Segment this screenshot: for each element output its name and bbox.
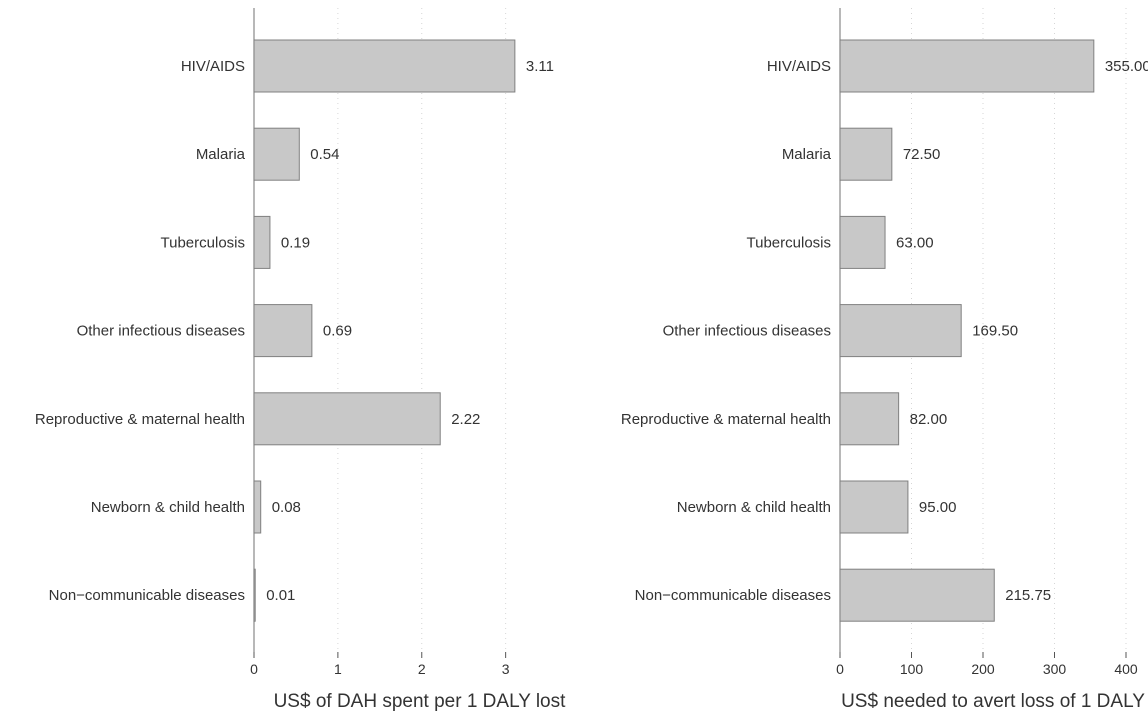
- right-data-label-6: 215.75: [1005, 587, 1051, 604]
- left-category-label-6: Non−communicable diseases: [49, 587, 245, 604]
- left-bar-4: [253, 392, 441, 446]
- right-bar-2: [839, 215, 886, 269]
- right-data-label-1: 72.50: [903, 146, 941, 163]
- left-bar-3: [253, 304, 313, 358]
- left-x-tick-label-3: 3: [502, 661, 510, 677]
- left-bar-1: [253, 127, 300, 181]
- right-data-label-2: 63.00: [896, 234, 934, 251]
- right-bar-5: [839, 480, 909, 534]
- right-x-tick-label-3: 300: [1043, 661, 1067, 677]
- right-category-label-3: Other infectious diseases: [663, 323, 831, 340]
- right-x-tick-label-1: 100: [900, 661, 924, 677]
- left-category-label-5: Newborn & child health: [91, 499, 245, 516]
- left-bar-0: [253, 39, 516, 93]
- right-data-label-5: 95.00: [919, 499, 957, 516]
- right-bar-3: [839, 304, 962, 358]
- right-x-tick-label-2: 200: [971, 661, 995, 677]
- left-x-tick-label-0: 0: [250, 661, 258, 677]
- right-x-axis-title: US$ needed to avert loss of 1 DALY: [841, 691, 1145, 712]
- left-bar-5: [253, 480, 262, 534]
- right-category-label-4: Reproductive & maternal health: [621, 411, 831, 428]
- left-category-label-3: Other infectious diseases: [77, 323, 245, 340]
- left-category-label-0: HIV/AIDS: [181, 58, 245, 75]
- right-data-label-3: 169.50: [972, 323, 1018, 340]
- left-bar-6: [253, 568, 256, 622]
- right-bar-6: [839, 568, 995, 622]
- right-category-label-1: Malaria: [782, 146, 832, 163]
- left-category-label-2: Tuberculosis: [161, 234, 245, 251]
- left-x-tick-label-1: 1: [334, 661, 342, 677]
- left-data-label-6: 0.01: [266, 587, 295, 604]
- left-bar-2: [253, 215, 271, 269]
- left-panel-chart: HIV/AIDS 3.11 Malaria 0.54 Tuberculosis 0.19 O…: [35, 8, 566, 712]
- right-category-label-5: Newborn & child health: [677, 499, 831, 516]
- left-data-label-0: 3.11: [526, 58, 554, 75]
- right-category-label-2: Tuberculosis: [747, 234, 831, 251]
- left-x-tick-label-2: 2: [418, 661, 426, 677]
- left-data-label-4: 2.22: [451, 411, 480, 428]
- right-category-label-0: HIV/AIDS: [767, 58, 831, 75]
- left-data-label-3: 0.69: [323, 323, 352, 340]
- left-data-label-1: 0.54: [310, 146, 339, 163]
- right-bar-1: [839, 127, 893, 181]
- right-category-label-6: Non−communicable diseases: [635, 587, 831, 604]
- right-panel-chart: HIV/AIDS 355.00 Malaria 72.50 Tuberculosis 63…: [621, 8, 1148, 712]
- right-data-label-4: 82.00: [910, 411, 948, 428]
- left-data-label-5: 0.08: [272, 499, 301, 516]
- right-bar-0: [839, 39, 1095, 93]
- left-category-label-1: Malaria: [196, 146, 246, 163]
- right-x-tick-label-0: 0: [836, 661, 844, 677]
- right-bar-4: [839, 392, 900, 446]
- left-category-label-4: Reproductive & maternal health: [35, 411, 245, 428]
- right-data-label-0: 355.00: [1105, 58, 1148, 75]
- left-data-label-2: 0.19: [281, 234, 310, 251]
- left-x-axis-title: US$ of DAH spent per 1 DALY lost: [274, 691, 567, 712]
- right-x-tick-label-4: 400: [1114, 661, 1138, 677]
